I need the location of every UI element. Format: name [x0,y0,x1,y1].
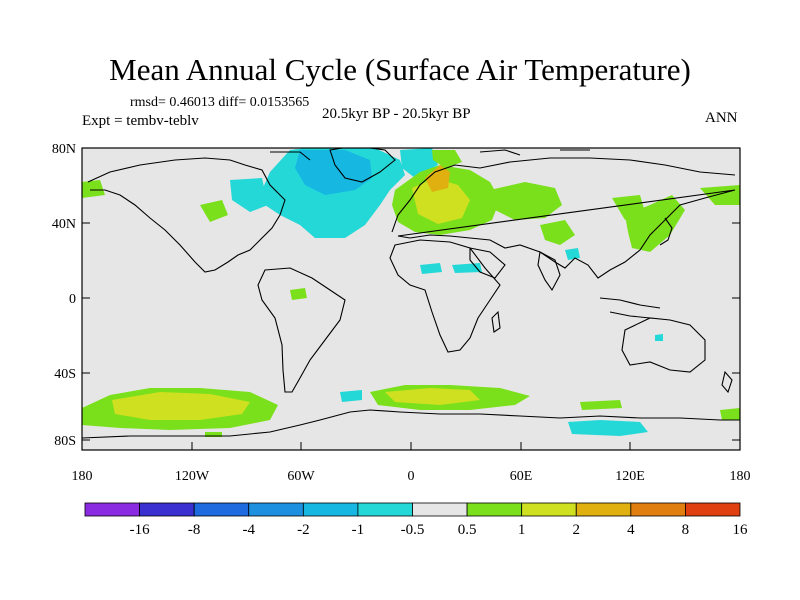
labrador-cold-core [295,150,372,195]
statistics-text: rmsd= 0.46013 diff= 0.0153565 [130,95,310,110]
lat-label-40n: 40N [52,217,76,232]
coastlines [82,148,740,439]
indian-ocean-warm-strip [580,400,622,410]
sahara-cold-patch [420,263,442,274]
colorbar-swatch [575,502,632,517]
colorbar-swatch [685,502,741,517]
colorbar-swatch [357,502,413,517]
colorbar-label: 16 [733,522,749,538]
coastline-arctic-islands [270,149,590,161]
coastline-new-zealand [721,370,733,394]
okhotsk-warm-anomaly [612,195,645,220]
ross-sea-warm-patch [720,408,740,420]
lon-label-60w: 60W [287,469,315,484]
coastline-indonesia [599,297,661,319]
colorbar-label: 8 [682,522,690,538]
lat-label-80n: 80N [52,142,76,157]
colorbar-swatch [466,502,523,517]
period-label: 20.5kyr BP - 20.5kyr BP [322,106,471,122]
svalbard-warm-anomaly [432,150,462,168]
colorbar-label: 1 [518,522,526,538]
colorbar-swatch [139,502,195,517]
lon-label-60e: 60E [510,469,533,484]
drake-cold-patch [340,390,362,402]
colorbar-swatch [193,502,250,517]
amazon-warm-patch [290,288,307,300]
alaska-warm-anomaly [700,185,740,205]
colorbar-label: -0.5 [401,522,425,538]
season-label: ANN [705,110,738,126]
lon-label-180w: 180 [72,469,93,484]
siberia-warm-anomaly [490,182,562,220]
alaska-west-warm-anomaly [82,180,105,198]
colorbar-label: 4 [627,522,635,538]
colorbar-label: 0.5 [458,522,477,538]
greenland-sea-cold-anomaly [400,148,438,178]
colorbar-swatch [248,502,304,517]
colorbar-swatch [521,502,577,517]
coastline-africa [389,239,501,353]
canada-cold-anomaly [230,178,268,212]
scandinavia-hot-spot [425,165,450,192]
colorbar-label: -4 [243,522,256,538]
north-america-warm-patch [200,200,228,222]
india-cold-patch [565,248,580,260]
south-pacific-warm-core [112,392,250,420]
ross-sea-cold-anomaly [568,420,648,436]
colorbar-swatch [630,502,686,517]
coastline-eurasia [391,157,736,279]
coastline-greenland [329,148,396,183]
colorbar-swatch [84,502,140,517]
lat-label-40s: 40S [54,367,76,382]
anomaly-fields [82,148,740,439]
coastline-arabia [469,247,506,279]
weddell-warm-core [385,388,480,405]
map-ticks [81,147,741,450]
central-asia-warm-anomaly [540,220,575,245]
coastline-antarctica [82,409,740,439]
colorbar-label: 2 [573,522,581,538]
scandinavia-warm-core [412,178,470,224]
colorbar-label: -16 [130,522,150,538]
colorbar [84,502,741,517]
experiment-label: Expt = tembv-teblv [82,113,199,129]
coastline-madagascar [491,310,501,333]
colorbar-label: -1 [352,522,365,538]
coastline-south-america [257,267,346,393]
colorbar-label: -2 [297,522,310,538]
colorbar-label: -8 [188,522,201,538]
coastline-australia [621,317,706,373]
lon-label-120e: 120E [615,469,645,484]
page-title: Mean Annual Cycle (Surface Air Temperatu… [109,52,691,87]
coastline-india [537,251,561,292]
lon-label-0: 0 [408,469,415,484]
lat-label-0: 0 [69,292,76,307]
lon-label-180e: 180 [730,469,751,484]
colorbar-labels: -16 -8 -4 -2 -1 -0.5 0.5 1 2 4 8 16 [130,522,748,538]
lat-label-80s: 80S [54,434,76,449]
coastline-north-america [87,157,286,273]
lon-label-120w: 120W [175,469,210,484]
colorbar-swatch [412,502,468,517]
colorbar-swatch [302,502,359,517]
australia-cold-patch [655,334,663,341]
coastline-japan [659,217,673,246]
